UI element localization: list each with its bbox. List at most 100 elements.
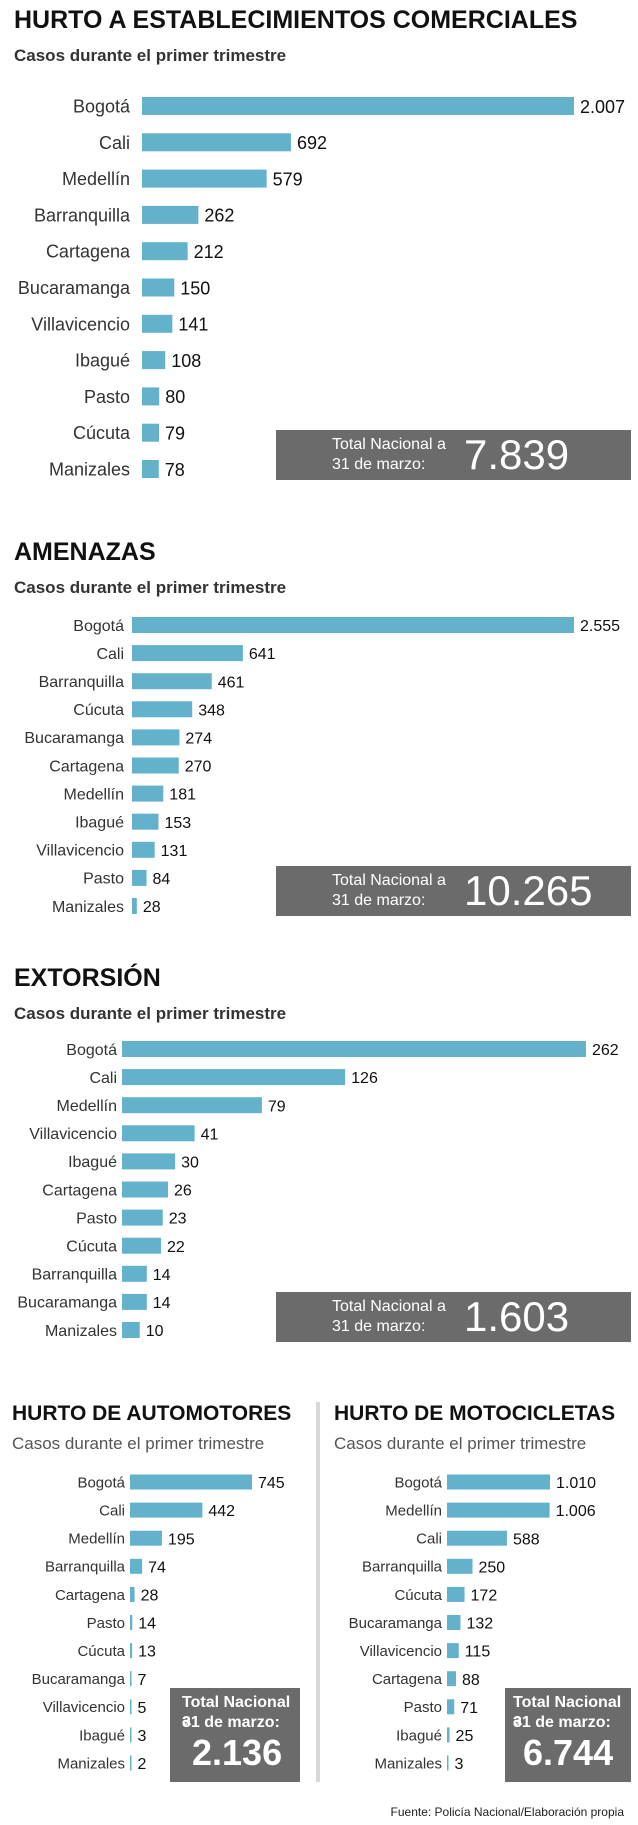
bar <box>132 785 164 802</box>
value-label: 1.010 <box>556 1475 596 1492</box>
category-label: Bucaramanga <box>18 278 131 298</box>
bar-chart-extorsion: Bogotá 262 Cali 126 Medellín 79 Villavicencio 4… <box>17 1041 619 1340</box>
total-box: Total Nacional a 31 de marzo: 10.265 <box>276 866 631 916</box>
category-label: Manizales <box>57 1755 125 1772</box>
bar <box>132 673 212 690</box>
category-label: Cúcuta <box>66 1238 117 1255</box>
value-label: 641 <box>249 646 276 663</box>
category-label: Pasto <box>87 1615 125 1632</box>
bar <box>130 1530 162 1546</box>
value-label: 25 <box>456 1728 474 1745</box>
bar <box>132 617 574 633</box>
bar <box>132 701 193 718</box>
value-label: 131 <box>161 843 188 860</box>
category-label: Bogotá <box>394 1474 442 1491</box>
category-label: Bucaramanga <box>17 1295 117 1312</box>
category-label: Cali <box>416 1531 442 1548</box>
bar <box>130 1727 132 1743</box>
bar <box>130 1502 203 1518</box>
bar <box>142 169 267 188</box>
value-label: 28 <box>141 1587 159 1604</box>
value-label: 250 <box>478 1559 505 1576</box>
value-label: 274 <box>185 730 212 747</box>
value-label: 172 <box>471 1587 498 1604</box>
category-label: Barranquilla <box>32 1267 117 1284</box>
total-value: 10.265 <box>464 867 593 914</box>
bar <box>130 1671 132 1687</box>
total-label-line1: Total Nacional a <box>182 1694 291 1730</box>
total-label-line2: 31 de marzo: <box>513 1714 611 1731</box>
value-label: 26 <box>174 1183 192 1200</box>
value-label: 141 <box>178 315 208 335</box>
category-label: Cúcuta <box>73 702 124 719</box>
value-label: 14 <box>138 1616 156 1633</box>
category-label: Cali <box>96 646 124 663</box>
value-label: 74 <box>148 1559 166 1576</box>
bar <box>142 278 175 297</box>
bar <box>122 1181 169 1198</box>
value-label: 692 <box>297 133 327 153</box>
category-label: Pasto <box>404 1699 442 1716</box>
total-box: Total Nacional a 31 de marzo: 1.603 <box>276 1292 631 1342</box>
bar <box>130 1615 133 1630</box>
bar <box>130 1474 252 1490</box>
category-label: Pasto <box>84 387 130 407</box>
value-label: 579 <box>273 169 303 189</box>
value-label: 262 <box>204 206 234 226</box>
value-label: 150 <box>180 278 210 298</box>
value-label: 270 <box>185 759 212 776</box>
bar <box>132 869 147 886</box>
value-label: 442 <box>208 1503 235 1520</box>
bar <box>130 1755 132 1771</box>
value-label: 78 <box>165 460 185 480</box>
category-label: Bogotá <box>66 1042 117 1059</box>
category-label: Villavicencio <box>29 1126 117 1143</box>
total-label-line1: Total Nacional a <box>332 436 446 453</box>
total-label-line1: Total Nacional a <box>332 872 446 889</box>
category-label: Bogotá <box>73 618 124 635</box>
category-label: Cartagena <box>46 242 131 262</box>
bar <box>447 1586 465 1602</box>
value-label: 2 <box>138 1756 147 1773</box>
value-label: 132 <box>466 1616 493 1633</box>
category-label: Cali <box>99 133 130 153</box>
category-label: Ibagué <box>75 351 130 371</box>
total-value: 7.839 <box>464 431 570 478</box>
category-label: Pasto <box>76 1210 117 1227</box>
value-label: 745 <box>258 1475 285 1492</box>
value-label: 71 <box>460 1700 478 1717</box>
category-label: Cali <box>99 1503 125 1520</box>
bar <box>447 1530 507 1546</box>
bar <box>142 460 159 478</box>
category-label: Barranquilla <box>362 1559 443 1576</box>
category-label: Manizales <box>374 1755 442 1772</box>
value-label: 108 <box>171 351 201 371</box>
value-label: 126 <box>351 1070 378 1087</box>
bar <box>447 1727 450 1743</box>
category-label: Bucaramanga <box>24 730 124 747</box>
total-label-line2: 31 de marzo: <box>332 892 426 909</box>
category-label: Medellín <box>62 169 130 189</box>
total-value: 1.603 <box>464 1293 570 1340</box>
bar <box>130 1558 143 1574</box>
total-label-line2: 31 de marzo: <box>332 1318 426 1335</box>
bar <box>447 1643 459 1659</box>
total-label-line1: Total Nacional a <box>332 1298 446 1315</box>
category-label: Ibagué <box>75 814 124 831</box>
value-label: 79 <box>165 424 185 444</box>
bar <box>130 1699 132 1715</box>
category-label: Medellín <box>57 1098 117 1115</box>
value-label: 30 <box>181 1154 199 1171</box>
value-label: 80 <box>165 387 185 407</box>
category-label: Cali <box>89 1070 117 1087</box>
chart-title: EXTORSIÓN <box>14 964 161 992</box>
value-label: 3 <box>455 1756 464 1773</box>
chart-title: HURTO DE AUTOMOTORES <box>12 1402 292 1425</box>
chart-subtitle: Casos durante el primer trimestre <box>14 578 287 597</box>
bar <box>142 351 166 370</box>
bar <box>132 898 137 914</box>
bar-chart-hurto-comercio: Bogotá 2.007 Cali 692 Medellín 579 Barranquill… <box>18 96 625 480</box>
value-label: 181 <box>169 787 196 804</box>
